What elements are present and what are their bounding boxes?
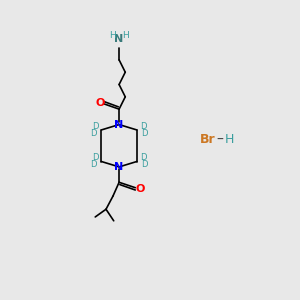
Text: D: D	[92, 122, 98, 130]
Text: Br: Br	[200, 134, 215, 146]
Text: O: O	[135, 184, 145, 194]
Text: H: H	[110, 32, 116, 40]
Text: H: H	[122, 32, 129, 40]
Text: N: N	[115, 162, 124, 172]
Text: D: D	[90, 128, 97, 137]
Text: D: D	[141, 128, 148, 137]
Text: –: –	[217, 133, 224, 147]
Text: D: D	[141, 160, 148, 169]
Text: O: O	[95, 98, 104, 108]
Text: N: N	[115, 119, 124, 130]
Text: D: D	[90, 160, 97, 169]
Text: H: H	[224, 134, 234, 146]
Text: D: D	[92, 153, 98, 162]
Text: D: D	[140, 122, 146, 130]
Text: N: N	[115, 34, 124, 44]
Text: D: D	[140, 153, 146, 162]
